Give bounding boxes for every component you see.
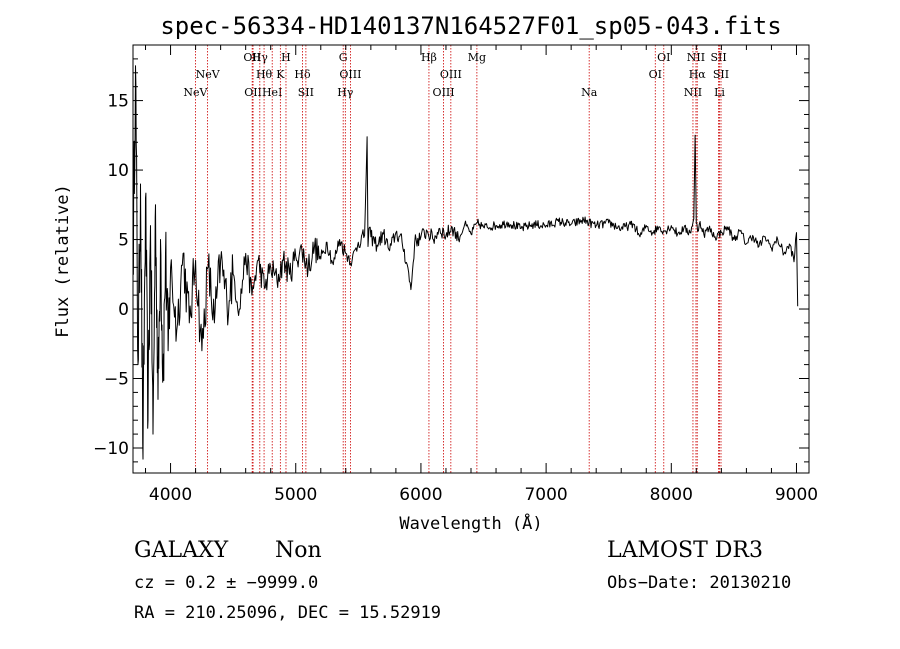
chart-title: spec-56334-HD140137N164527F01_sp05-043.f… bbox=[160, 12, 781, 40]
line-label: Hθ bbox=[256, 68, 273, 81]
line-label: K bbox=[276, 68, 285, 81]
y-tick-label: 15 bbox=[107, 92, 129, 112]
y-tick-label: −5 bbox=[104, 370, 129, 390]
line-label: NII bbox=[687, 51, 705, 64]
line-label: Hγ bbox=[337, 86, 354, 99]
line-label: OII bbox=[244, 86, 262, 99]
x-axis-label: Wavelength (Å) bbox=[399, 512, 542, 534]
series-layer bbox=[132, 65, 799, 460]
line-label: SII bbox=[298, 86, 314, 99]
line-label: Hδ bbox=[294, 68, 311, 81]
y-axis-label: Flux (relative) bbox=[53, 184, 73, 338]
y-tick-label: −10 bbox=[93, 439, 129, 459]
line-label: SII bbox=[710, 51, 726, 64]
emission-line-markers: NeVNeVOIIOIIHγHθHeIKHHδSIIGHγOIIIHβOIIIO… bbox=[183, 45, 729, 473]
redshift-cz: cz = 0.2 ± −9999.0 bbox=[134, 573, 319, 593]
line-label: Hγ bbox=[252, 51, 269, 64]
ra-dec-coordinates: RA = 210.25096, DEC = 15.52919 bbox=[134, 603, 442, 623]
line-label: Na bbox=[581, 86, 598, 99]
object-subclass: Non bbox=[275, 538, 322, 563]
line-label: NeV bbox=[183, 86, 208, 99]
x-tick-label: 7000 bbox=[524, 485, 567, 505]
line-label: G bbox=[339, 51, 348, 64]
line-label: OI bbox=[657, 51, 670, 64]
object-class: GALAXY bbox=[134, 538, 229, 563]
line-label: OII bbox=[243, 51, 261, 64]
x-tick-label: 5000 bbox=[274, 485, 317, 505]
axis-ticks: 4000 5000 6000 7000 8000 9000 −10 −5 0 5 10 15 bbox=[93, 45, 818, 505]
line-label: Li bbox=[714, 86, 725, 99]
line-label: SII bbox=[713, 68, 729, 81]
line-label: OIII bbox=[433, 86, 455, 99]
y-tick-label: 0 bbox=[118, 300, 129, 320]
flux-series-line bbox=[132, 65, 799, 460]
plot-frame bbox=[132, 44, 810, 474]
x-tick-label: 9000 bbox=[775, 485, 818, 505]
line-label: NeV bbox=[196, 68, 221, 81]
line-label: OIII bbox=[440, 68, 462, 81]
survey-name: LAMOST DR3 bbox=[607, 538, 763, 563]
line-label: Hβ bbox=[421, 51, 437, 64]
y-tick-label: 5 bbox=[118, 231, 129, 251]
line-label: OIII bbox=[339, 68, 361, 81]
line-label: Hα bbox=[689, 68, 707, 81]
line-label: OI bbox=[649, 68, 662, 81]
line-label: Mg bbox=[468, 51, 486, 64]
x-tick-label: 8000 bbox=[650, 485, 693, 505]
x-tick-label: 6000 bbox=[399, 485, 442, 505]
y-tick-label: 10 bbox=[107, 161, 129, 181]
line-label: HeI bbox=[262, 86, 282, 99]
line-label: H bbox=[281, 51, 291, 64]
x-tick-label: 4000 bbox=[149, 485, 192, 505]
observation-date: Obs−Date: 20130210 bbox=[607, 573, 792, 593]
line-label: NII bbox=[684, 86, 702, 99]
